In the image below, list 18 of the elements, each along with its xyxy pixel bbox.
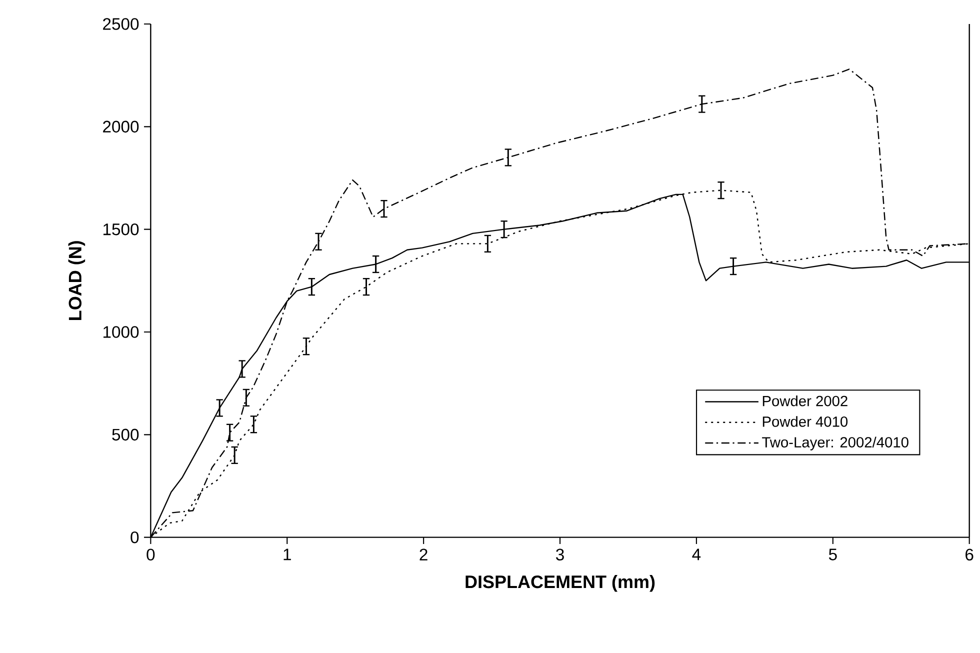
legend-label: Two-Layer: 2002/4010	[762, 436, 908, 450]
x-tick-label: 6	[966, 548, 974, 560]
x-tick-label: 3	[556, 548, 564, 560]
legend-label: Powder 4010	[762, 416, 848, 427]
x-tick-label: 2	[420, 548, 428, 560]
x-tick-label: 4	[692, 548, 701, 560]
y-tick-label: 1500	[103, 223, 139, 236]
y-tick-label: 2000	[103, 120, 139, 132]
y-tick-label: 500	[112, 428, 139, 440]
legend-label: Powder 2002	[762, 395, 848, 406]
y-axis-title: LOAD (N)	[68, 240, 86, 320]
x-axis-title: DISPLACEMENT (mm)	[466, 574, 655, 592]
x-tick-label: 1	[284, 548, 291, 560]
y-tick-label: 1000	[103, 326, 139, 338]
x-tick-label: 5	[828, 548, 837, 560]
y-tick-label: 0	[130, 531, 139, 544]
y-tick-label: 2500	[103, 18, 139, 30]
x-tick-label: 0	[146, 548, 155, 560]
